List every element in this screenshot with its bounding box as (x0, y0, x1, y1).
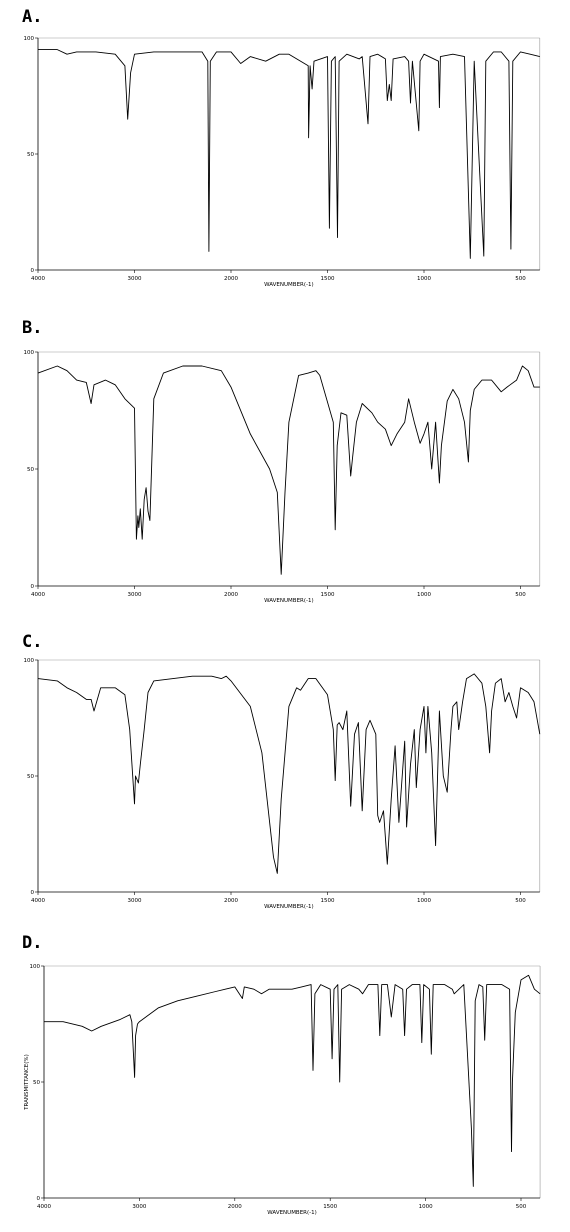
x-tick-label: 500 (515, 592, 526, 598)
x-tick-label: 4000 (31, 276, 45, 282)
x-tick-label: 2000 (224, 592, 238, 598)
spectrum-line (38, 49, 540, 259)
x-tick-label: 3000 (128, 592, 142, 598)
x-tick-label: 3000 (128, 276, 142, 282)
y-tick-label: 50 (27, 774, 34, 780)
x-axis-label: WAVENUMBER(-1) (264, 282, 314, 288)
x-axis-label: WAVENUMBER(-1) (264, 904, 314, 910)
x-tick-label: 2000 (224, 276, 238, 282)
x-tick-label: 2000 (224, 898, 238, 904)
x-tick-label: 500 (515, 276, 526, 282)
x-tick-label: 4000 (31, 592, 45, 598)
y-tick-label: 100 (24, 658, 35, 664)
x-tick-label: 500 (515, 898, 526, 904)
x-axis-label: WAVENUMBER(-1) (264, 598, 314, 604)
y-tick-label: 50 (27, 467, 34, 473)
y-tick-label: 50 (33, 1080, 40, 1086)
y-tick-label: 0 (31, 890, 35, 896)
spectrum-line (37, 673, 541, 874)
x-tick-label: 3000 (128, 898, 142, 904)
x-tick-label: 1500 (321, 592, 335, 598)
y-tick-label: 50 (27, 152, 34, 158)
x-tick-label: 2000 (228, 1204, 242, 1210)
spectrum-line (44, 974, 541, 1187)
spectrum-line (37, 365, 540, 575)
x-tick-label: 1500 (321, 898, 335, 904)
y-tick-label: 0 (37, 1196, 41, 1202)
x-tick-label: 1500 (321, 276, 335, 282)
x-tick-label: 3000 (132, 1204, 146, 1210)
x-tick-label: 1000 (417, 276, 431, 282)
panel-label: A. (22, 7, 42, 27)
panel-label: D. (22, 933, 42, 953)
y-tick-label: 100 (30, 964, 41, 970)
x-axis-label: WAVENUMBER(-1) (267, 1210, 317, 1216)
x-tick-label: 1500 (323, 1204, 337, 1210)
y-tick-label: 100 (24, 36, 35, 42)
y-tick-label: 100 (24, 350, 35, 356)
y-tick-label: 0 (31, 268, 35, 274)
x-tick-label: 1000 (417, 898, 431, 904)
panel-label: B. (22, 318, 42, 338)
x-tick-label: 4000 (37, 1204, 51, 1210)
panel-label: C. (22, 632, 42, 652)
x-tick-label: 1000 (417, 592, 431, 598)
x-tick-label: 500 (516, 1204, 527, 1210)
x-tick-label: 4000 (31, 898, 45, 904)
y-axis-label: TRANSMITTANCE(%) (24, 1054, 30, 1111)
y-tick-label: 0 (31, 584, 35, 590)
x-tick-label: 1000 (419, 1204, 433, 1210)
